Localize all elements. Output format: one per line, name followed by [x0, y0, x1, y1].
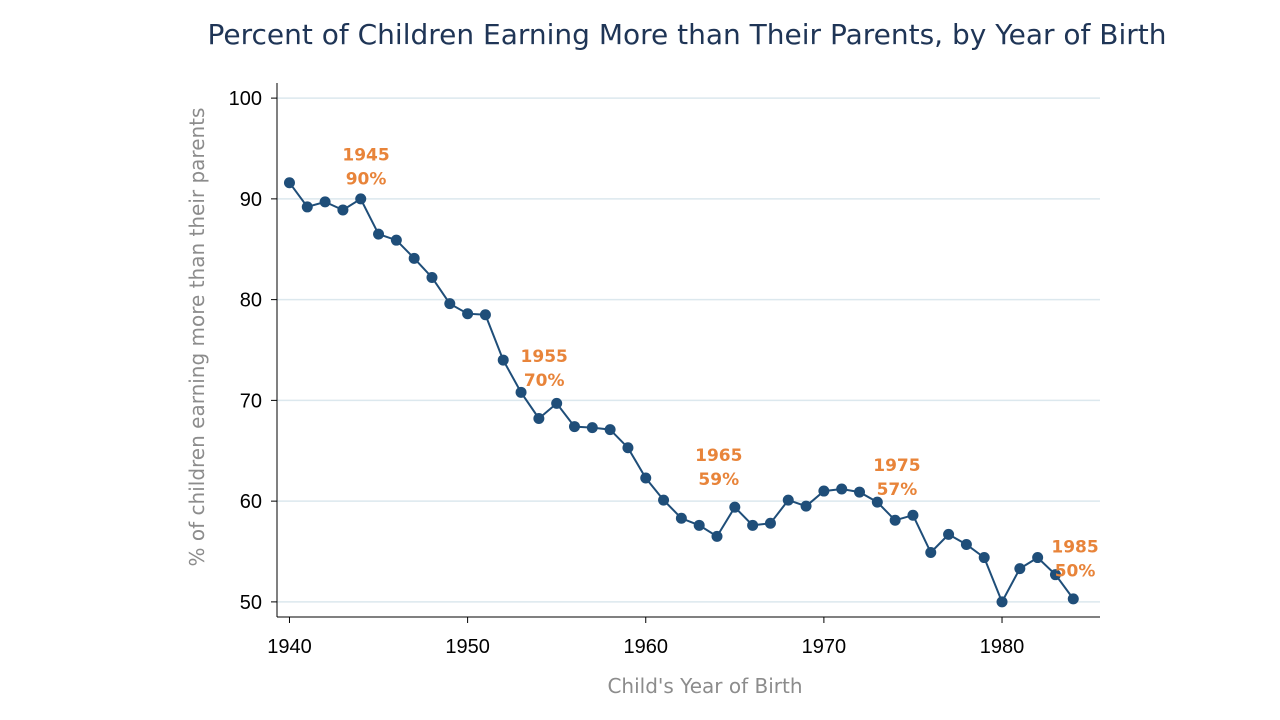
data-point — [551, 397, 563, 409]
data-point — [1032, 552, 1044, 564]
data-point — [871, 496, 883, 508]
data-point — [533, 413, 545, 425]
data-point — [355, 193, 367, 205]
annotation-value: 59% — [698, 470, 739, 490]
data-point — [658, 494, 670, 506]
data-point — [462, 308, 474, 320]
x-ticks: 1940 1950 1960 1970 1980 — [267, 617, 1024, 658]
data-point — [747, 519, 759, 531]
data-series — [283, 177, 1079, 608]
annotation-value: 90% — [346, 170, 387, 190]
y-tick-label: 90 — [240, 189, 262, 211]
annotation-year: 1975 — [873, 456, 920, 476]
data-point — [764, 517, 776, 529]
data-point — [337, 204, 349, 216]
data-point — [515, 386, 527, 398]
data-point — [711, 530, 723, 542]
annotation-year: 1965 — [695, 446, 742, 466]
data-point — [622, 442, 634, 454]
data-point — [836, 483, 848, 495]
data-point — [301, 201, 313, 213]
data-point — [854, 486, 866, 498]
series-line — [288, 182, 1075, 605]
x-tick-label: 1970 — [802, 636, 847, 658]
data-point — [283, 177, 295, 189]
data-point — [586, 422, 598, 434]
data-point — [782, 494, 794, 506]
data-point — [693, 519, 705, 531]
y-tick-label: 50 — [240, 592, 262, 614]
annotation-value: 50% — [1055, 562, 1096, 582]
data-point — [675, 512, 687, 524]
data-point — [729, 501, 741, 513]
data-point — [390, 234, 402, 246]
data-point — [373, 228, 385, 240]
annotation-year: 1945 — [342, 146, 389, 166]
data-point — [960, 538, 972, 550]
y-tick-label: 60 — [240, 491, 262, 513]
y-tick-label: 70 — [240, 390, 262, 412]
y-axis-label: % of children earning more than their pa… — [185, 108, 209, 567]
data-point — [800, 500, 812, 512]
chart-title: Percent of Children Earning More than Th… — [207, 18, 1167, 51]
data-point — [497, 354, 509, 366]
x-tick-label: 1940 — [267, 636, 312, 658]
annotation-year: 1955 — [521, 347, 568, 367]
y-ticks: 50 60 70 80 90 100 — [229, 88, 277, 614]
gridlines — [277, 97, 1100, 603]
data-point — [996, 596, 1008, 608]
data-point — [925, 547, 937, 559]
data-point — [426, 271, 438, 283]
data-point — [604, 424, 616, 436]
data-point — [889, 514, 901, 526]
data-point — [818, 485, 830, 497]
annotation-year: 1985 — [1051, 538, 1098, 558]
data-point — [319, 196, 331, 208]
data-point — [1014, 563, 1026, 575]
annotation-value: 57% — [877, 480, 918, 500]
data-point — [1049, 569, 1061, 581]
x-tick-label: 1960 — [623, 636, 668, 658]
data-point — [408, 252, 420, 264]
data-point — [943, 528, 955, 540]
data-point — [568, 421, 580, 433]
y-tick-label: 80 — [240, 290, 262, 312]
x-axis-label: Child's Year of Birth — [607, 674, 802, 698]
data-point — [907, 509, 919, 521]
data-point — [640, 472, 652, 484]
annotations: 1945 90% 1955 70% 1965 59% 1975 57% 1985 50% — [342, 146, 1098, 582]
annotation-value: 70% — [524, 371, 565, 391]
data-point — [479, 309, 491, 321]
y-tick-label: 100 — [229, 88, 262, 110]
x-tick-label: 1950 — [445, 636, 490, 658]
data-point — [1067, 593, 1079, 605]
x-tick-label: 1980 — [980, 636, 1025, 658]
data-point — [444, 298, 456, 310]
data-point — [978, 552, 990, 564]
